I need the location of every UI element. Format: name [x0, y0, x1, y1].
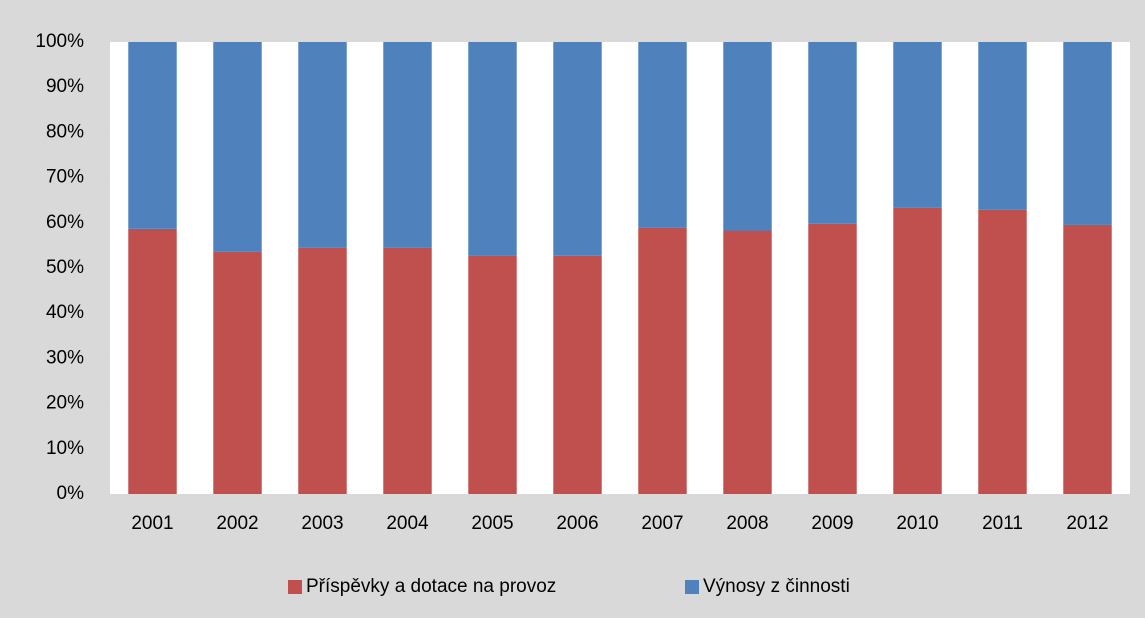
bar-segment: [808, 42, 857, 224]
y-tick-label: 20%: [46, 393, 84, 414]
x-tick-label: 2011: [982, 513, 1023, 534]
bar-segment: [298, 247, 347, 494]
bar-segment: [213, 251, 262, 494]
y-tick-label: 80%: [46, 121, 84, 142]
y-tick-label: 70%: [46, 167, 84, 188]
x-tick-label: 2006: [556, 513, 598, 534]
bar-segment: [893, 207, 942, 494]
x-tick-label: 2003: [301, 513, 343, 534]
y-tick-label: 100%: [35, 31, 84, 52]
bar-segment: [638, 227, 687, 494]
x-tick-label: 2005: [471, 513, 513, 534]
y-tick-label: 50%: [46, 257, 84, 278]
bar-segment: [553, 42, 602, 256]
bar-segment: [383, 247, 432, 494]
bar-segment: [638, 42, 687, 228]
bar-segment: [213, 42, 262, 252]
y-tick-label: 0%: [57, 483, 85, 504]
y-tick-label: 30%: [46, 347, 84, 368]
legend-swatch: [288, 580, 302, 594]
x-tick-label: 2009: [811, 513, 853, 534]
legend-label: Výnosy z činnosti: [703, 576, 850, 597]
legend-swatch: [685, 580, 699, 594]
bar-segment: [723, 230, 772, 494]
x-tick-label: 2001: [131, 513, 173, 534]
y-tick-label: 40%: [46, 302, 84, 323]
bar-segment: [128, 42, 177, 229]
bar-segment: [298, 42, 347, 248]
bar-segment: [383, 42, 432, 248]
bar-segment: [893, 42, 942, 208]
y-tick-label: 10%: [46, 438, 84, 459]
legend-label: Příspěvky a dotace na provoz: [306, 576, 556, 597]
x-tick-label: 2004: [386, 513, 429, 534]
bar-segment: [553, 255, 602, 494]
bar-segment: [1063, 42, 1112, 225]
bar-segment: [128, 228, 177, 494]
y-tick-label: 60%: [46, 212, 84, 233]
bar-segment: [978, 209, 1027, 494]
x-tick-label: 2012: [1066, 513, 1108, 534]
bar-segment: [723, 42, 772, 231]
x-tick-label: 2002: [216, 513, 258, 534]
y-tick-label: 90%: [46, 76, 84, 97]
x-tick-label: 2010: [896, 513, 938, 534]
bar-segment: [468, 42, 517, 256]
x-tick-label: 2008: [726, 513, 768, 534]
bar-segment: [808, 223, 857, 495]
x-tick-label: 2007: [641, 513, 683, 534]
bar-segment: [978, 42, 1027, 210]
bar-segment: [1063, 224, 1112, 494]
plot-area: [110, 42, 1130, 494]
bar-segment: [468, 255, 517, 494]
